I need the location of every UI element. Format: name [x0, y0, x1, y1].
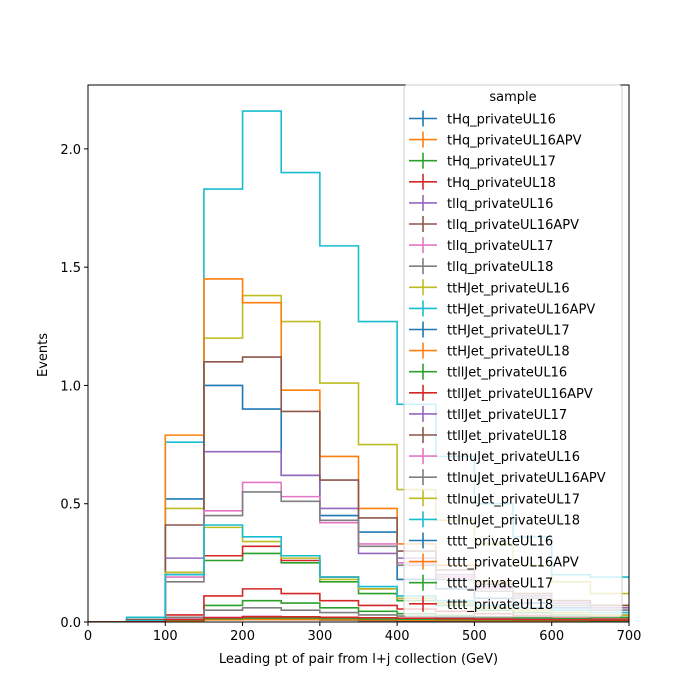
legend-entry: tHq_privateUL17 — [409, 152, 556, 170]
legend-label: ttllJet_privateUL17 — [447, 408, 567, 423]
legend-title: sample — [489, 90, 536, 105]
legend-entry: tttt_privateUL16APV — [409, 553, 579, 571]
legend-label: ttHJet_privateUL18 — [447, 345, 570, 360]
legend-entry: ttllJet_privateUL16 — [409, 363, 567, 381]
legend-label: ttlnuJet_privateUL18 — [447, 513, 580, 528]
legend-label: tllq_privateUL16 — [447, 197, 553, 212]
legend-label: tHq_privateUL16APV — [447, 134, 582, 149]
legend-entry: tllq_privateUL16APV — [409, 216, 579, 233]
legend-label: ttlnuJet_privateUL16 — [447, 450, 580, 465]
legend-label: tHq_privateUL18 — [447, 176, 556, 191]
x-tick-label: 0 — [84, 629, 92, 644]
legend-entry: ttlnuJet_privateUL17 — [409, 490, 580, 507]
y-axis-label: Events — [36, 333, 51, 377]
x-tick-label: 600 — [539, 629, 564, 644]
x-tick-label: 700 — [617, 629, 642, 644]
legend-entry: ttHJet_privateUL16 — [409, 279, 570, 296]
axes-frame — [87, 84, 630, 623]
legend-entry: ttlnuJet_privateUL18 — [409, 511, 580, 528]
y-tick-label: 1.5 — [60, 261, 81, 276]
legend-entry: ttlnuJet_privateUL16 — [409, 448, 580, 465]
legend-label: tllq_privateUL17 — [447, 239, 553, 254]
y-tick-label: 0.5 — [60, 498, 81, 513]
x-tick-label: 100 — [153, 629, 178, 644]
x-tick-label: 200 — [230, 629, 255, 644]
legend-label: tttt_privateUL16 — [447, 535, 553, 550]
legend-entry: tllq_privateUL17 — [409, 237, 553, 254]
legend-entry: tHq_privateUL16APV — [409, 131, 582, 149]
axes: Leading pt of pair from l+j collection (… — [36, 84, 642, 667]
legend-entry: ttlnuJet_privateUL16APV — [409, 469, 606, 486]
legend-label: ttllJet_privateUL16APV — [447, 387, 593, 402]
legend-label: ttHJet_privateUL16APV — [447, 302, 595, 317]
legend-label: ttllJet_privateUL18 — [447, 429, 567, 444]
x-tick-label: 300 — [307, 629, 332, 644]
y-tick-label: 1.0 — [60, 379, 81, 394]
legend-label: tttt_privateUL18 — [447, 598, 553, 613]
legend-label: tllq_privateUL16APV — [447, 218, 579, 233]
x-axis-label: Leading pt of pair from l+j collection (… — [219, 652, 498, 667]
legend-entry: tllq_privateUL16 — [409, 194, 553, 212]
legend-label: ttllJet_privateUL16 — [447, 366, 567, 381]
legend-entry: tHq_privateUL18 — [409, 173, 556, 191]
legend-label: tHq_privateUL16 — [447, 113, 556, 128]
legend-entry: ttHJet_privateUL18 — [409, 342, 570, 360]
legend-label: tttt_privateUL17 — [447, 577, 553, 592]
legend-entry: tttt_privateUL16 — [409, 532, 553, 550]
legend-label: tllq_privateUL18 — [447, 260, 553, 275]
legend-entry: ttHJet_privateUL17 — [409, 321, 570, 339]
x-tick-label: 500 — [462, 629, 487, 644]
legend-label: tttt_privateUL16APV — [447, 556, 579, 571]
legend-entry: tttt_privateUL17 — [409, 574, 553, 592]
legend-label: ttHJet_privateUL17 — [447, 324, 570, 339]
legend-label: tHq_privateUL17 — [447, 155, 556, 170]
legend-entry: tllq_privateUL18 — [409, 258, 553, 275]
legend-box — [403, 84, 623, 618]
legend-entry: ttllJet_privateUL16APV — [409, 384, 593, 402]
legend: sample tHq_privateUL16 tHq_privateUL16APV… — [403, 84, 623, 618]
y-tick-label: 0.0 — [60, 616, 81, 631]
legend-label: ttHJet_privateUL16 — [447, 281, 570, 296]
legend-entry: ttHJet_privateUL16APV — [409, 300, 595, 317]
legend-entry: ttllJet_privateUL17 — [409, 405, 567, 423]
legend-entry: tHq_privateUL16 — [409, 110, 556, 128]
legend-entry: tttt_privateUL18 — [409, 595, 553, 613]
x-tick-label: 400 — [385, 629, 410, 644]
legend-label: ttlnuJet_privateUL16APV — [447, 471, 606, 486]
series-line-tttt_privateUL18 — [88, 615, 629, 622]
y-tick-label: 2.0 — [60, 143, 81, 158]
legend-label: ttlnuJet_privateUL17 — [447, 492, 580, 507]
legend-entry: ttllJet_privateUL18 — [409, 427, 567, 444]
